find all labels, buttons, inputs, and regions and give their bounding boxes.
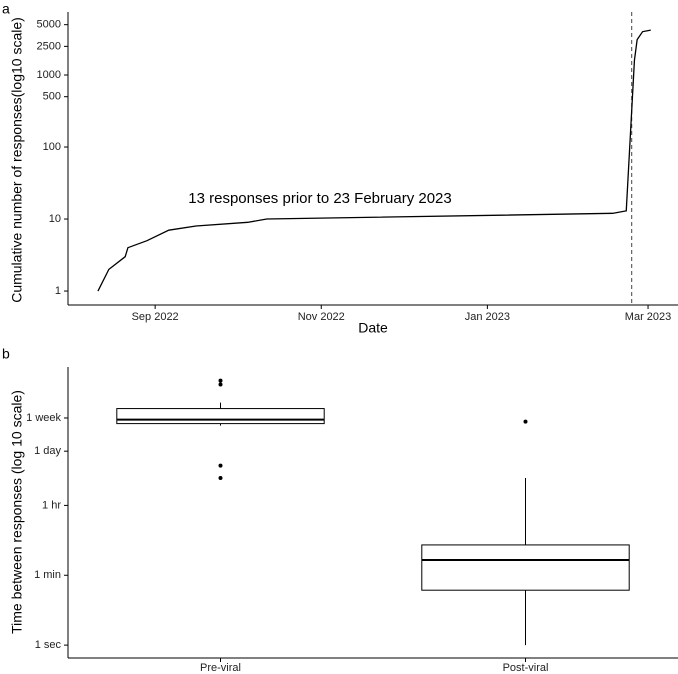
y-axis-label: Time between responses (log 10 scale) (9, 390, 25, 634)
y-tick-label: 1 hr (42, 499, 61, 511)
y-tick-label: 100 (43, 141, 61, 153)
outlier (218, 382, 223, 387)
y-tick-label: 1000 (37, 69, 61, 81)
x-tick-label: Nov 2022 (298, 311, 345, 323)
outlier (218, 475, 223, 480)
x-tick-label: Mar 2023 (625, 311, 671, 323)
panel-label: b (2, 346, 10, 362)
y-tick-label: 10 (49, 213, 61, 225)
panel-label: a (2, 1, 10, 17)
x-axis-label: Date (358, 320, 388, 336)
y-tick-label: 1 sec (35, 639, 62, 651)
x-tick-label: Post-viral (503, 662, 549, 674)
annotation: 13 responses prior to 23 February 2023 (188, 190, 452, 207)
y-tick-label: 1 week (26, 412, 61, 424)
y-axis-label: Cumulative number of responses(log10 sca… (9, 17, 25, 303)
y-tick-label: 500 (43, 91, 61, 103)
y-tick-label: 5000 (37, 19, 61, 31)
box (421, 544, 630, 591)
outlier (218, 463, 223, 468)
y-tick-label: 2500 (37, 40, 61, 52)
outlier (523, 419, 528, 424)
outlier (218, 378, 223, 383)
x-tick-label: Jan 2023 (465, 311, 510, 323)
y-tick-label: 1 (55, 285, 61, 297)
x-tick-label: Sep 2022 (132, 311, 179, 323)
line (97, 29, 651, 292)
y-tick-label: 1 min (34, 569, 61, 581)
y-tick-label: 1 day (34, 445, 61, 457)
box (116, 408, 325, 425)
x-tick-label: Pre-viral (200, 662, 241, 674)
